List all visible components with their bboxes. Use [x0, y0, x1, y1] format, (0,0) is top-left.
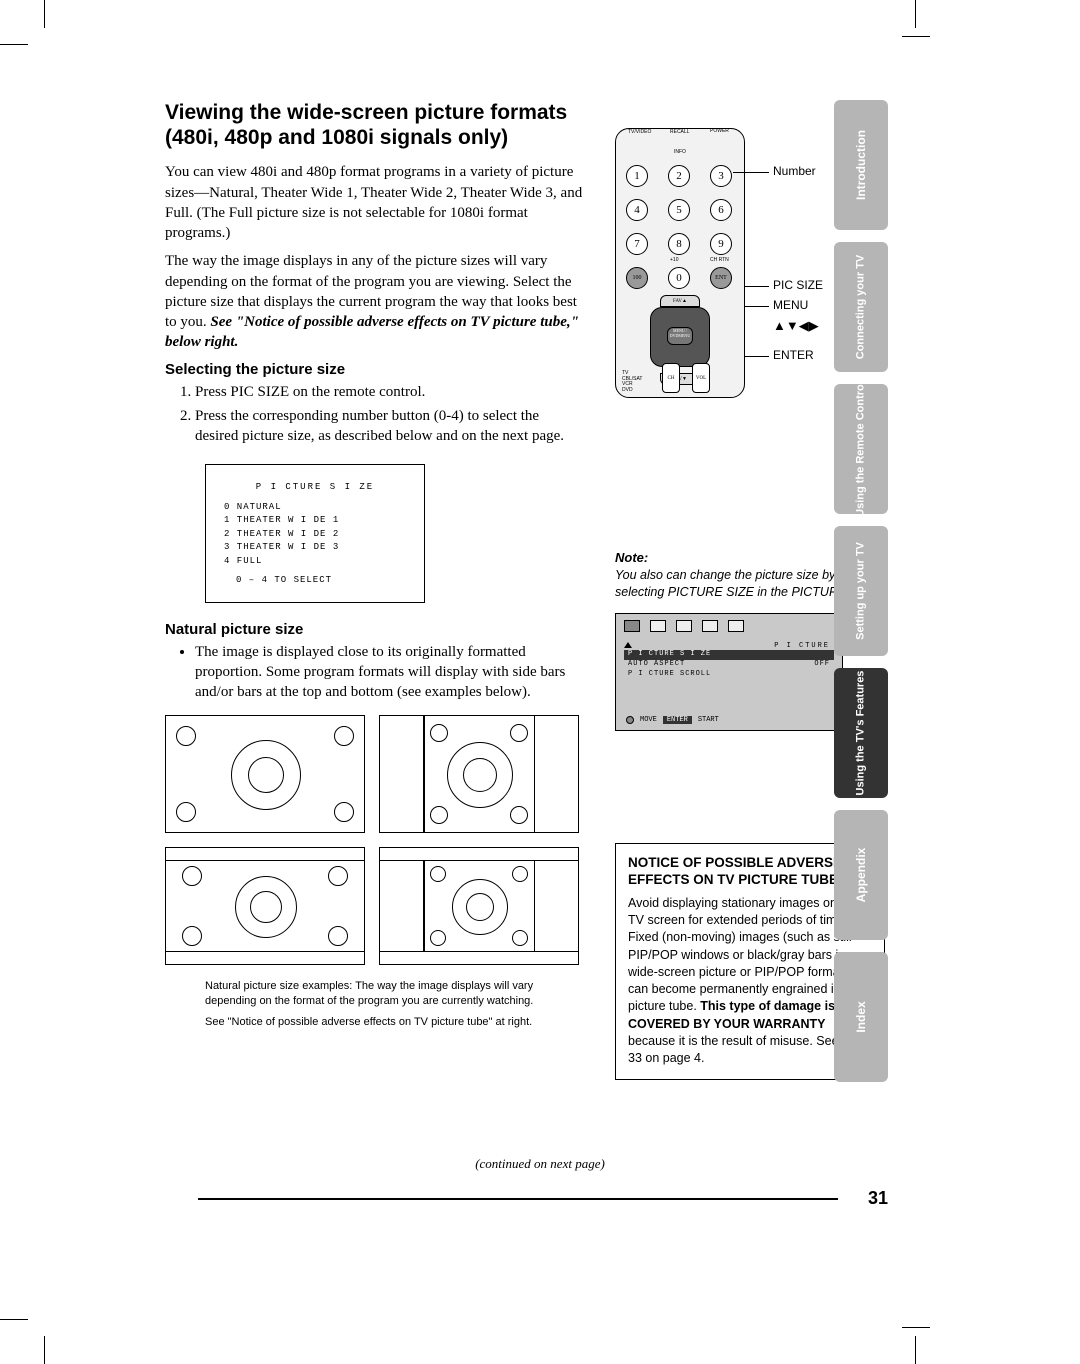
tab-index: Index: [834, 952, 888, 1082]
dpad-center: MENU /DVDMENU: [667, 327, 693, 345]
dpad: FAV▲ MENU /DVDMENU FAV▼: [636, 301, 726, 383]
num-2: 2: [668, 165, 690, 187]
subheading-natural: Natural picture size: [165, 621, 585, 638]
osd-footer: 0 – 4 TO SELECT: [224, 574, 406, 588]
num-4: 4: [626, 199, 648, 221]
tab-connecting: Connecting your TV: [834, 242, 888, 372]
num-3: 3: [710, 165, 732, 187]
aspect-box: [379, 715, 579, 833]
remote-label: +10: [670, 257, 678, 263]
num-8: 8: [668, 233, 690, 255]
menu-tab-icon: [728, 620, 744, 632]
menu-tab-icon: [702, 620, 718, 632]
step-2: Press the corresponding number button (0…: [195, 406, 585, 447]
aspect-examples: [165, 715, 585, 965]
num-7: 7: [626, 233, 648, 255]
tab-features: Using the TV's Features: [834, 668, 888, 798]
callout-number: Number: [773, 164, 816, 178]
num-9: 9: [710, 233, 732, 255]
move-icon: [626, 716, 634, 724]
menu-footer: MOVE ENTER START: [626, 716, 719, 724]
menu-tab-icon: [624, 620, 640, 632]
menu-screenshot: P I CTURE P I CTURE S I ZE AUTO ASPECTOF…: [615, 613, 843, 731]
osd-title: P I CTURE S I ZE: [224, 481, 406, 495]
num-1: 1: [626, 165, 648, 187]
menu-pointer-icon: [624, 642, 632, 648]
enter-label: ENTER: [663, 716, 692, 724]
numpad: 1 2 3 4 5 6 7 8 9 100 0 ENT: [626, 165, 734, 291]
vol-rocker: VOL: [692, 363, 710, 393]
power-button: [616, 149, 638, 163]
callout-enter: ENTER: [773, 348, 814, 362]
menu-tab-icon: [676, 620, 692, 632]
natural-bullet: The image is displayed close to its orig…: [195, 642, 585, 703]
aspect-box: [165, 847, 365, 965]
recall-button: [616, 139, 634, 149]
remote-diagram: TV/VIDEO RECALL POWER INFO 1 2 3 4 5 6 7…: [615, 128, 745, 398]
footer-rule: [198, 1198, 838, 1200]
remote-label: CH RTN: [710, 257, 729, 263]
fav-up: FAV▲: [660, 295, 700, 307]
page-number: 31: [868, 1188, 888, 1209]
step-1: Press PIC SIZE on the remote control.: [195, 382, 585, 402]
callout-menu: MENU: [773, 298, 808, 312]
num-6: 6: [710, 199, 732, 221]
intro-para-1: You can view 480i and 480p format progra…: [165, 162, 585, 243]
continued-note: (continued on next page): [0, 1156, 1080, 1172]
num-ent: ENT: [710, 267, 732, 289]
num-5: 5: [668, 199, 690, 221]
aspect-box: [165, 715, 365, 833]
remote-label: RECALL: [670, 129, 689, 135]
remote-label: TV/VIDEO: [628, 129, 651, 135]
start-label: START: [698, 716, 719, 724]
move-label: MOVE: [640, 716, 657, 724]
menu-row-picture-size: P I CTURE S I ZE: [624, 650, 834, 660]
intro-para-2: The way the image displays in any of the…: [165, 251, 585, 352]
menu-row-auto-aspect: AUTO ASPECTOFF: [624, 660, 834, 670]
aspect-box: [379, 847, 579, 965]
ch-rocker: CH: [662, 363, 680, 393]
menu-section-label: P I CTURE: [774, 642, 830, 650]
osd-item: 2 THEATER W I DE 2: [224, 528, 406, 542]
osd-item: 1 THEATER W I DE 1: [224, 514, 406, 528]
mode-labels: TV CBL/SAT VCR DVD: [622, 371, 642, 393]
remote-label: INFO: [674, 149, 686, 155]
tab-introduction: Introduction: [834, 100, 888, 230]
example-caption-1: Natural picture size examples: The way t…: [205, 979, 565, 1010]
remote-label: POWER: [710, 128, 729, 134]
callout-arrows: ▲▼◀▶: [773, 318, 819, 334]
page-heading: Viewing the wide-screen picture formats …: [165, 100, 585, 150]
tab-appendix: Appendix: [834, 810, 888, 940]
tab-setting-up: Setting up your TV: [834, 526, 888, 656]
side-tabs: Introduction Connecting your TV Using th…: [834, 100, 888, 1094]
tab-remote: Using the Remote Control: [834, 384, 888, 514]
osd-item: 4 FULL: [224, 555, 406, 569]
menu-row-picture-scroll: P I CTURE SCROLL: [624, 670, 834, 680]
osd-item: 3 THEATER W I DE 3: [224, 541, 406, 555]
num-0: 0: [668, 267, 690, 289]
num-100: 100: [626, 267, 648, 289]
callout-picsize: PIC SIZE: [773, 278, 823, 292]
subheading-select: Selecting the picture size: [165, 361, 585, 378]
example-caption-2: See "Notice of possible adverse effects …: [205, 1015, 565, 1030]
osd-item: 0 NATURAL: [224, 501, 406, 515]
intro-crossref: See "Notice of possible adverse effects …: [165, 314, 579, 350]
osd-picture-size: P I CTURE S I ZE 0 NATURAL 1 THEATER W I…: [205, 464, 425, 603]
menu-tab-icon: [650, 620, 666, 632]
